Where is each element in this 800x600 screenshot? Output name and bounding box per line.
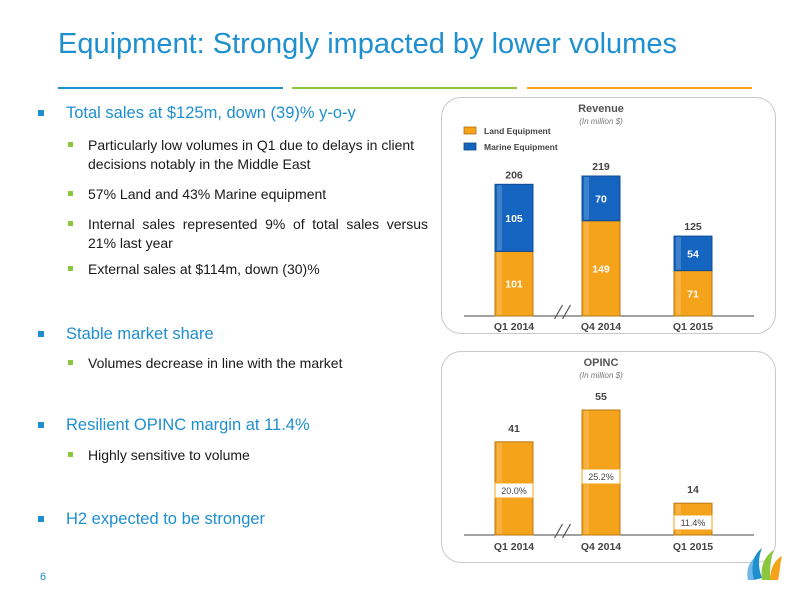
sub-bullet-marker — [68, 191, 73, 196]
axis-break-mark — [561, 523, 572, 539]
x-tick-label: Q4 2014 — [581, 541, 621, 553]
bar-value-label: 54 — [687, 248, 699, 260]
x-tick-label: Q4 2014 — [581, 321, 621, 333]
bar-highlight — [584, 221, 589, 315]
title-rule-orange — [527, 87, 752, 89]
page-number: 6 — [40, 571, 47, 583]
bullet-text: Resilient OPINC margin at 11.4% — [66, 416, 310, 434]
opinc-panel: OPINC (In million $) 41 20.0% Q1 2014 55 25.2%… — [441, 351, 776, 563]
bar-value-label: 105 — [505, 213, 523, 225]
bar-highlight — [497, 185, 502, 251]
margin-callout-box — [494, 482, 534, 499]
sub-bullet-text: Internal sales represented 9% of total s… — [88, 216, 428, 251]
margin-callout-box — [673, 514, 713, 531]
bullet-text: Stable market share — [66, 325, 214, 343]
margin-callout-box — [581, 468, 621, 485]
legend-swatch — [463, 142, 477, 151]
axis-break-mark — [561, 304, 572, 320]
sub-bullet-volumes: Volumes decrease in line with the market — [68, 354, 428, 373]
axis-break-mark — [553, 523, 564, 539]
sub-bullet-low-volumes: Particularly low volumes in Q1 due to de… — [68, 136, 428, 174]
title-rule-blue — [58, 87, 283, 89]
legend-label: Land Equipment — [484, 126, 551, 136]
bar-segment — [494, 183, 534, 252]
bar-highlight — [676, 237, 681, 270]
bullet-marker — [38, 422, 44, 428]
sub-bullet-marker — [68, 221, 73, 226]
bar-value-label: 55 — [595, 391, 607, 403]
bar-highlight — [584, 177, 589, 220]
bar-value-label: 41 — [508, 423, 520, 435]
bar-segment — [673, 270, 713, 317]
title-rule-green — [292, 87, 517, 89]
bar-value-label: 70 — [595, 193, 607, 205]
sub-bullet-internal-sales: Internal sales represented 9% of total s… — [68, 215, 428, 253]
x-tick-label: Q1 2014 — [494, 321, 534, 333]
x-tick-label: Q1 2015 — [673, 541, 713, 553]
bar-value-label: 149 — [592, 263, 610, 275]
bar-total-label: 219 — [592, 161, 610, 173]
bar-highlight — [497, 252, 502, 315]
sub-bullet-marker — [68, 360, 73, 365]
chart-subtitle: (In million $) — [579, 371, 623, 380]
chart-title: Revenue — [578, 103, 624, 115]
bar-segment — [494, 250, 534, 317]
bar-highlight — [676, 271, 681, 315]
bar-segment — [581, 175, 621, 222]
sub-bullet-text: External sales at $114m, down (30)% — [88, 261, 320, 277]
chart-subtitle: (In million $) — [579, 117, 623, 126]
chart-title: OPINC — [584, 357, 619, 369]
bar-total-label: 125 — [684, 221, 702, 233]
bullet-marker — [38, 331, 44, 337]
bar-value-label: 14 — [687, 484, 699, 496]
opinc-chart: OPINC (In million $) 41 20.0% Q1 2014 55 25.2%… — [464, 357, 754, 553]
slide-title: Equipment: Strongly impacted by lower vo… — [58, 28, 677, 60]
bar-segment — [673, 235, 713, 272]
bullet-marker — [38, 516, 44, 522]
sub-bullet-marker — [68, 452, 73, 457]
bar-value-label: 101 — [505, 279, 523, 291]
sub-bullet-text: Particularly low volumes in Q1 due to de… — [88, 137, 415, 172]
x-tick-label: Q1 2014 — [494, 541, 534, 553]
sub-bullet-sensitive: Highly sensitive to volume — [68, 446, 428, 465]
margin-callout-label: 20.0% — [501, 486, 527, 496]
margin-callout-label: 11.4% — [681, 518, 706, 528]
bar-total-label: 206 — [505, 169, 523, 181]
sub-bullet-text: 57% Land and 43% Marine equipment — [88, 186, 327, 202]
revenue-chart: Revenue (In million $) Land Equipment Marin… — [463, 103, 754, 333]
sub-bullet-external-sales: External sales at $114m, down (30)% — [68, 260, 428, 279]
bullet-text: Total sales at $125m, down (39)% y-o-y — [66, 104, 356, 122]
bar-value-label: 71 — [687, 288, 699, 300]
legend-swatch — [463, 126, 477, 135]
bullet-text: H2 expected to be stronger — [66, 510, 266, 528]
bar-segment — [581, 220, 621, 317]
margin-callout-label: 25.2% — [588, 472, 614, 482]
sub-bullet-land-marine-split: 57% Land and 43% Marine equipment — [68, 185, 428, 204]
legend-label: Marine Equipment — [484, 142, 558, 152]
sub-bullet-marker — [68, 266, 73, 271]
company-logo-icon — [747, 548, 782, 580]
sub-bullet-text: Highly sensitive to volume — [88, 447, 250, 463]
bullet-marker — [38, 110, 44, 116]
axis-break-mark — [553, 304, 564, 320]
sub-bullet-marker — [68, 142, 73, 147]
sub-bullet-text: Volumes decrease in line with the market — [88, 355, 343, 371]
revenue-panel: Revenue (In million $) Land Equipment Marin… — [441, 97, 776, 334]
x-tick-label: Q1 2015 — [673, 321, 713, 333]
